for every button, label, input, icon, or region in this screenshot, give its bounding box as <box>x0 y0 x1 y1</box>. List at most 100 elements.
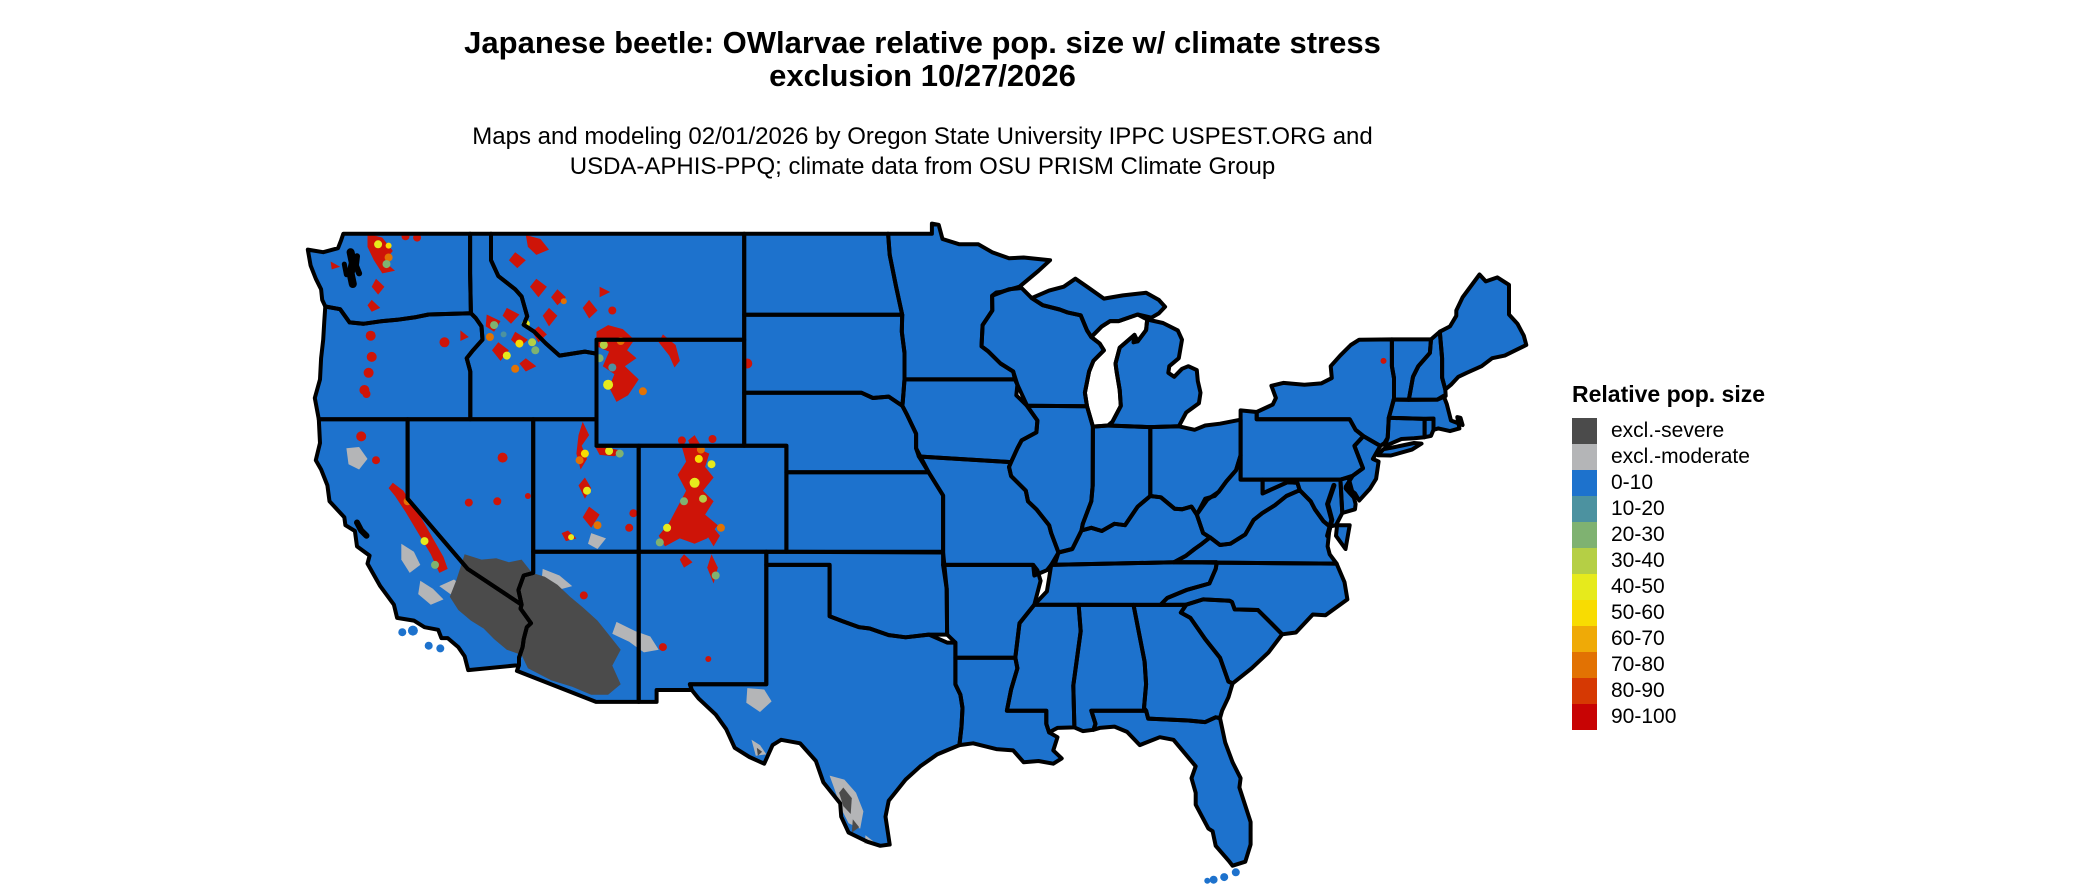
water-channel <box>352 253 363 277</box>
state-wy <box>596 339 745 446</box>
raster-dot-red <box>625 523 634 532</box>
legend-label: 50-60 <box>1611 601 1665 624</box>
state-ind <box>1081 425 1151 531</box>
legend-swatch <box>1572 574 1597 600</box>
raster-patch-red <box>508 252 526 269</box>
raster-dot-yg <box>599 341 608 349</box>
state-pa <box>1240 410 1364 480</box>
state-va <box>1174 490 1337 564</box>
raster-dot-red <box>658 643 667 652</box>
raster-dot-red <box>493 497 502 506</box>
island <box>1209 875 1218 884</box>
state-border-me <box>1437 272 1529 392</box>
raster-patch-red <box>582 299 598 319</box>
raster-dot-yellow <box>420 537 429 546</box>
raster-dot-green <box>680 497 688 506</box>
subtitle-line-2: USDA-APHIS-PPQ; climate data from OSU PR… <box>569 153 1276 180</box>
raster-patch-ltgray <box>751 739 767 756</box>
state-border-az <box>514 549 641 704</box>
raster-dot-red <box>629 509 638 518</box>
state-fl <box>1091 710 1251 866</box>
island <box>407 625 418 636</box>
raster-patch-red <box>519 358 537 372</box>
raster-patch-ltgray <box>418 580 444 605</box>
state-li <box>1377 443 1422 456</box>
state-border-fl <box>1089 708 1253 868</box>
legend-swatch <box>1572 470 1597 496</box>
raster-dot-red <box>362 390 371 398</box>
raster-patch-red <box>658 334 680 368</box>
raster-dot-red <box>372 456 380 465</box>
state-vt <box>1391 339 1431 400</box>
raster-dot-yg <box>528 338 537 347</box>
raster-dot-orange <box>593 521 602 530</box>
legend-label: 70-80 <box>1611 653 1665 676</box>
raster-patch-dkgray <box>756 747 763 756</box>
raster-patch-red <box>599 286 611 298</box>
state-ct <box>1385 417 1425 446</box>
state-border-li <box>1375 441 1424 458</box>
legend-label: 30-40 <box>1611 549 1665 572</box>
state-ks <box>786 472 944 552</box>
raster-patch-red <box>679 554 693 568</box>
water-channel <box>341 261 349 278</box>
legend: Relative pop. size excl.-severe excl.-mod… <box>1572 381 1765 730</box>
state-md <box>1262 479 1343 527</box>
legend-swatch <box>1572 704 1597 730</box>
raster-dot-green <box>655 538 664 547</box>
raster-dot-orange <box>575 456 584 465</box>
state-tx <box>689 564 963 846</box>
state-nc <box>1160 562 1348 635</box>
map-state-borders <box>305 221 1529 868</box>
legend-label: 10-20 <box>1611 497 1665 520</box>
state-nv <box>407 419 534 605</box>
legend-swatch <box>1572 600 1597 626</box>
legend-item: excl.-moderate <box>1572 444 1765 470</box>
raster-patch-red <box>371 278 385 295</box>
water-channel <box>346 248 357 288</box>
raster-dot-yellow <box>374 240 383 249</box>
state-nd <box>744 233 903 315</box>
raster-patch-red <box>388 482 448 573</box>
raster-patch-red <box>658 447 718 547</box>
legend-rows: excl.-severe excl.-moderate 0-10 10-20 20-30… <box>1572 418 1765 730</box>
map-title: Japanese beetle: OWlarvae relative pop. … <box>0 26 1845 92</box>
state-mn <box>888 223 1051 380</box>
legend-swatch <box>1572 678 1597 704</box>
raster-dot-green <box>531 346 540 355</box>
island <box>398 628 407 637</box>
legend-label: 20-30 <box>1611 523 1665 546</box>
island <box>436 644 445 653</box>
legend-item: 50-60 <box>1572 600 1765 626</box>
raster-dot-gold <box>694 454 703 463</box>
raster-dot-green <box>615 449 624 458</box>
raster-patch-red <box>530 278 547 298</box>
raster-patch-ltgray <box>746 688 772 712</box>
map-subtitle: Maps and modeling 02/01/2026 by Oregon S… <box>0 122 1845 182</box>
raster-dot-red <box>608 306 617 315</box>
raster-patch-red <box>707 525 720 547</box>
raster-dot-red <box>579 591 588 600</box>
map-islands <box>398 625 1240 884</box>
raster-patch-ltgray <box>588 533 606 549</box>
raster-dot-red <box>1380 357 1387 364</box>
legend-label: excl.-severe <box>1611 419 1725 442</box>
legend-item: 0-10 <box>1572 470 1765 496</box>
state-ma <box>1388 395 1463 432</box>
raster-dot-gold <box>515 339 524 348</box>
raster-dot-teal <box>608 363 617 372</box>
raster-dot-red <box>677 436 686 445</box>
state-ny <box>1256 339 1394 446</box>
raster-dot-yellow <box>707 460 716 469</box>
state-wi <box>981 288 1104 407</box>
raster-patch-red <box>542 307 558 327</box>
raster-patch-dkgray <box>449 554 621 695</box>
raster-dot-orange <box>485 333 494 341</box>
raster-dot-yellow <box>663 523 672 532</box>
raster-dot-gold <box>385 242 392 249</box>
raster-dot-yellow <box>502 351 511 360</box>
water-channel <box>1325 482 1337 539</box>
raster-patch-red <box>502 307 520 324</box>
raster-dot-yellow <box>605 447 614 455</box>
